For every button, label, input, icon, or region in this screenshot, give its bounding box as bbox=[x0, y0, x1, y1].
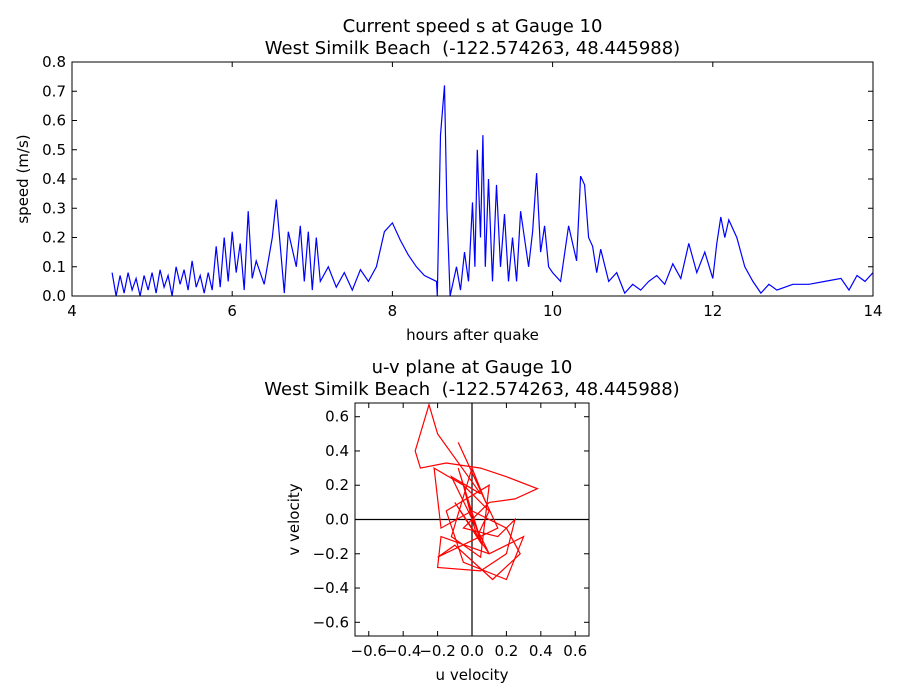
chart-title: Current speed s at Gauge 10 bbox=[343, 16, 603, 37]
y-tick-label: 0.2 bbox=[325, 476, 349, 494]
x-tick-label: 0.4 bbox=[529, 642, 553, 660]
x-tick-label: −0.2 bbox=[419, 642, 455, 660]
y-tick-label: 0.3 bbox=[42, 199, 66, 217]
y-tick-label: 0.0 bbox=[325, 511, 349, 529]
x-tick-label: 12 bbox=[703, 302, 722, 320]
y-tick-label: 0.6 bbox=[42, 112, 66, 130]
data-line bbox=[111, 85, 873, 296]
chart-title: u-v plane at Gauge 10 bbox=[372, 357, 573, 378]
x-tick-label: 6 bbox=[227, 302, 237, 320]
axes-frame bbox=[71, 61, 874, 297]
y-tick-label: 0.5 bbox=[42, 141, 66, 159]
plot-area bbox=[111, 85, 873, 296]
x-tick-label: 0.0 bbox=[460, 642, 484, 660]
chart-subtitle: West Similk Beach (-122.574263, 48.44598… bbox=[265, 38, 680, 59]
y-tick-label: 0.6 bbox=[325, 408, 349, 426]
y-tick-label: −0.6 bbox=[313, 613, 349, 631]
x-tick-label: 14 bbox=[863, 302, 882, 320]
y-tick-label: 0.0 bbox=[42, 287, 66, 305]
y-axis-label: speed (m/s) bbox=[14, 134, 32, 223]
y-tick-label: −0.2 bbox=[313, 545, 349, 563]
y-tick-label: 0.1 bbox=[42, 258, 66, 276]
data-line bbox=[414, 403, 539, 581]
x-tick-label: −0.4 bbox=[385, 642, 421, 660]
y-tick-label: 0.4 bbox=[325, 442, 349, 460]
x-tick-label: 10 bbox=[543, 302, 562, 320]
y-tick-label: 0.7 bbox=[42, 82, 66, 100]
x-tick-label: 4 bbox=[67, 302, 77, 320]
y-tick-label: 0.4 bbox=[42, 170, 66, 188]
x-tick-label: 0.6 bbox=[563, 642, 587, 660]
y-tick-label: 0.8 bbox=[42, 53, 66, 71]
x-tick-label: −0.6 bbox=[351, 642, 387, 660]
chart-subtitle: West Similk Beach (-122.574263, 48.44598… bbox=[264, 379, 679, 400]
x-tick-label: 0.2 bbox=[494, 642, 518, 660]
y-tick-label: −0.4 bbox=[313, 579, 349, 597]
axes-frame bbox=[354, 402, 590, 637]
x-axis-label: u velocity bbox=[436, 666, 509, 684]
x-axis-label: hours after quake bbox=[406, 326, 539, 344]
plot-area bbox=[355, 403, 589, 636]
x-tick-label: 8 bbox=[388, 302, 398, 320]
y-tick-label: 0.2 bbox=[42, 229, 66, 247]
y-axis-label: v velocity bbox=[285, 483, 303, 555]
